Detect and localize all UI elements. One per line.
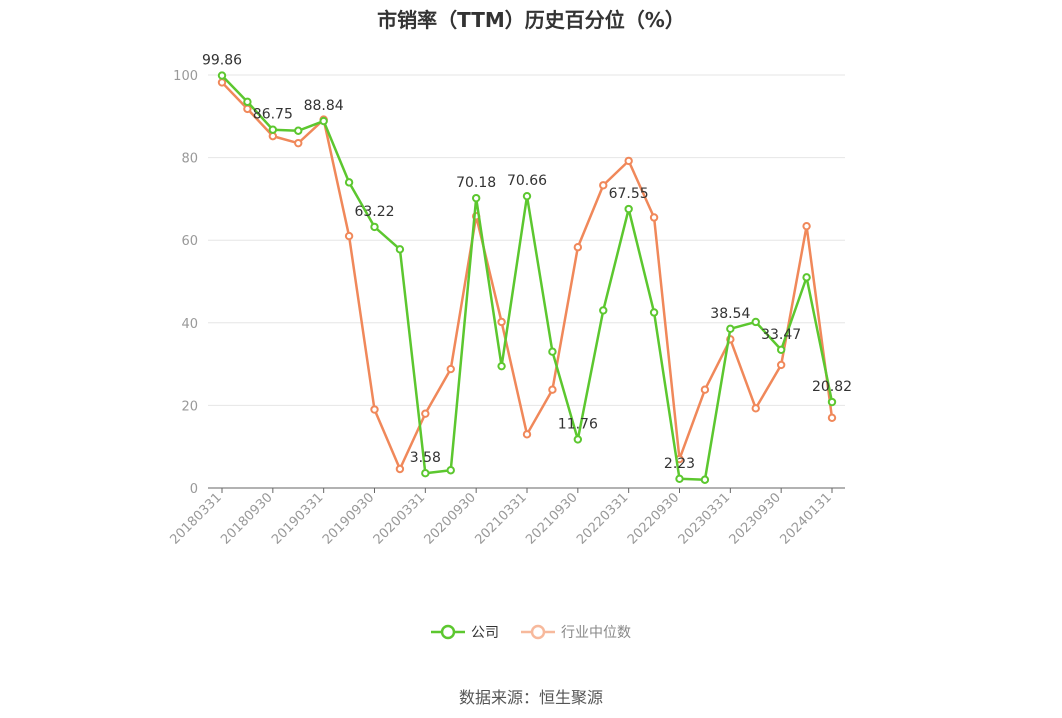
data-point[interactable] <box>573 435 583 444</box>
grid-lines <box>208 74 845 406</box>
x-tick-label: 20180331 <box>167 490 224 547</box>
y-tick-label: 20 <box>181 399 198 414</box>
data-point[interactable] <box>344 231 354 241</box>
x-tick-label: 20200930 <box>422 490 479 547</box>
data-label: 70.18 <box>456 175 496 191</box>
data-point[interactable] <box>395 245 405 254</box>
series-line <box>221 81 834 471</box>
legend-label-industry: 行业中位数 <box>561 625 631 641</box>
y-axis-ticks: 0 20 40 60 80 100 <box>173 69 198 497</box>
data-point[interactable] <box>624 204 633 214</box>
chart-title: 市销率（TTM）历史百分位（%） <box>377 8 685 32</box>
data-label: 33.47 <box>761 327 801 343</box>
x-tick-label: 20180930 <box>218 490 275 547</box>
data-point[interactable] <box>649 308 659 317</box>
data-point[interactable] <box>497 317 506 327</box>
x-tick-label: 20210930 <box>523 490 580 547</box>
series-company <box>217 71 837 484</box>
y-tick-label: 40 <box>181 317 198 332</box>
data-point[interactable] <box>344 178 354 187</box>
data-point[interactable] <box>827 397 837 407</box>
y-tick-label: 0 <box>190 482 198 497</box>
x-tick-label: 20230930 <box>727 490 784 547</box>
data-label: 86.75 <box>253 107 293 123</box>
x-tick-label: 20240131 <box>777 490 834 547</box>
data-point[interactable] <box>446 364 455 374</box>
data-point[interactable] <box>827 413 837 422</box>
legend: 公司 行业中位数 <box>0 622 1062 642</box>
data-label: 67.55 <box>609 186 649 202</box>
y-tick-label: 80 <box>181 152 198 167</box>
data-point[interactable] <box>370 405 379 414</box>
data-point[interactable] <box>624 156 633 166</box>
data-point[interactable] <box>497 361 506 371</box>
series-industry-median <box>217 78 837 474</box>
data-point[interactable] <box>573 243 583 252</box>
x-axis: 2018033120180930201903312019093020200331… <box>167 487 845 548</box>
data-point[interactable] <box>802 273 811 282</box>
x-tick-label: 20230331 <box>676 490 733 547</box>
data-point[interactable] <box>217 71 227 80</box>
x-tick-label: 20190331 <box>269 490 326 547</box>
series-line <box>221 74 834 481</box>
x-tick-label: 20200331 <box>371 490 428 547</box>
data-point[interactable] <box>294 126 303 135</box>
legend-item-industry[interactable]: 行业中位数 <box>521 622 631 642</box>
data-point[interactable] <box>294 138 303 148</box>
data-point[interactable] <box>522 191 532 201</box>
data-label: 88.84 <box>304 98 344 114</box>
data-label: 38.54 <box>710 306 750 322</box>
data-point[interactable] <box>599 181 608 190</box>
data-label: 99.86 <box>202 53 242 69</box>
data-point[interactable] <box>649 213 659 222</box>
data-point[interactable] <box>700 475 710 484</box>
legend-marker-company-icon <box>431 624 465 640</box>
data-point[interactable] <box>370 222 379 232</box>
y-tick-label: 100 <box>173 69 198 84</box>
data-point[interactable] <box>700 385 710 394</box>
data-point[interactable] <box>217 78 227 87</box>
data-labels: 99.86 86.75 88.84 63.22 3.58 70.18 70.66 11.76 6… <box>202 53 852 472</box>
x-tick-label: 20210331 <box>472 490 529 547</box>
data-label: 3.58 <box>410 450 441 466</box>
data-label: 11.76 <box>558 416 598 432</box>
data-point[interactable] <box>471 193 481 203</box>
data-point[interactable] <box>599 306 608 315</box>
data-point[interactable] <box>675 474 684 483</box>
data-point[interactable] <box>319 116 328 126</box>
data-point[interactable] <box>522 430 532 439</box>
data-source: 数据来源：恒生聚源 <box>458 688 603 707</box>
x-tick-label: 20190930 <box>320 490 377 547</box>
data-label: 20.82 <box>812 379 852 395</box>
data-point[interactable] <box>802 221 811 231</box>
data-point[interactable] <box>776 345 786 354</box>
data-point[interactable] <box>751 404 760 413</box>
data-point[interactable] <box>548 385 557 394</box>
data-point[interactable] <box>446 466 455 475</box>
legend-item-company[interactable]: 公司 <box>431 622 499 642</box>
x-tick-label: 20220331 <box>574 490 631 547</box>
data-label: 2.23 <box>664 456 695 472</box>
y-tick-label: 60 <box>181 234 198 249</box>
data-label: 70.66 <box>507 173 547 189</box>
x-tick-label: 20220930 <box>625 490 682 547</box>
data-point[interactable] <box>395 464 405 474</box>
data-point[interactable] <box>421 409 430 418</box>
legend-label-company: 公司 <box>471 625 499 641</box>
data-point[interactable] <box>726 324 735 334</box>
data-point[interactable] <box>548 347 557 356</box>
data-point[interactable] <box>421 469 430 478</box>
data-point[interactable] <box>243 104 252 114</box>
data-point[interactable] <box>776 360 786 370</box>
data-point[interactable] <box>268 125 278 134</box>
data-point[interactable] <box>243 97 252 107</box>
data-label: 63.22 <box>354 204 394 220</box>
data-point[interactable] <box>751 317 760 327</box>
legend-marker-industry-icon <box>521 624 555 640</box>
